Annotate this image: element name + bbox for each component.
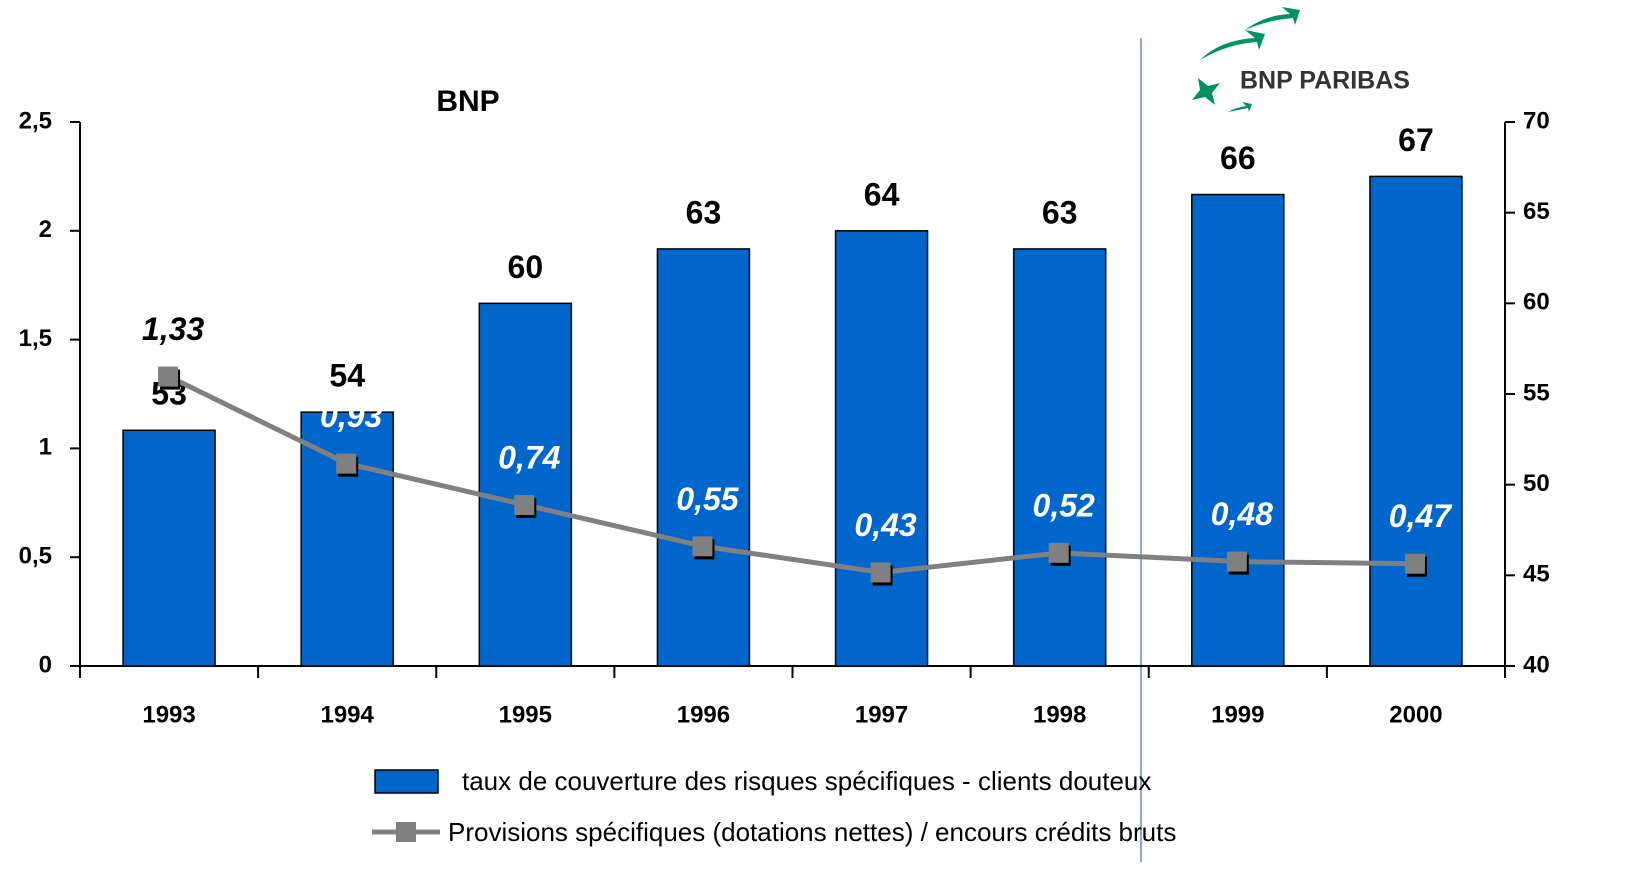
y-tick-label: 2,5 — [19, 107, 52, 134]
x-tick-label: 2000 — [1389, 701, 1442, 728]
bar-value-label: 60 — [508, 249, 544, 285]
x-tick-label: 1999 — [1211, 701, 1264, 728]
bar — [478, 302, 573, 667]
y2-tick-label: 50 — [1523, 470, 1550, 497]
x-tick-label: 1993 — [142, 701, 195, 728]
marker — [158, 366, 179, 387]
y-tick-label: 0 — [39, 651, 52, 678]
y-tick-label: 1,5 — [19, 325, 52, 352]
marker — [870, 562, 891, 583]
bar-value-label: 64 — [864, 176, 900, 212]
line-value-label: 1,33 — [142, 311, 204, 347]
logo-star — [1228, 102, 1252, 112]
bar-value-label: 63 — [1042, 194, 1078, 230]
line-value-label: 0,43 — [854, 507, 916, 543]
legend-label: taux de couverture des risques spécifiqu… — [462, 766, 1151, 796]
bar — [122, 429, 216, 667]
logo-star — [1192, 78, 1220, 105]
bar — [834, 230, 929, 667]
line — [167, 374, 1416, 575]
x-tick-label: 1995 — [499, 701, 552, 728]
logo: BNP PARIBAS — [1192, 7, 1410, 112]
bar-value-label: 54 — [329, 358, 365, 394]
marker — [1048, 542, 1069, 563]
bar — [1012, 248, 1107, 667]
x-tick-label: 1994 — [320, 701, 374, 728]
y2-tick-label: 40 — [1523, 651, 1550, 678]
bar-value-label: 66 — [1220, 140, 1256, 176]
x-tick-label: 1998 — [1033, 701, 1086, 728]
bar-value-label: 67 — [1398, 122, 1434, 158]
y-tick-label: 2 — [39, 216, 52, 243]
y2-tick-label: 70 — [1523, 107, 1550, 134]
bar — [1369, 175, 1463, 667]
line-value-label: 0,52 — [1033, 487, 1095, 523]
logo-star — [1245, 7, 1300, 30]
bar-value-label: 63 — [686, 194, 722, 230]
x-tick-label: 1997 — [855, 701, 908, 728]
legend-label: Provisions spécifiques (dotations nettes… — [448, 817, 1176, 847]
y2-tick-label: 60 — [1523, 289, 1550, 316]
line-value-label: 0,55 — [676, 481, 739, 517]
logo-star — [1200, 30, 1265, 60]
marker — [692, 536, 713, 557]
y-tick-label: 0,5 — [19, 543, 52, 570]
marker — [1404, 553, 1425, 574]
y-tick-label: 1 — [39, 434, 52, 461]
line-value-label: 0,74 — [498, 439, 560, 475]
y2-tick-label: 45 — [1523, 561, 1550, 588]
line-value-label: 0,93 — [320, 398, 382, 434]
line-value-label: 0,48 — [1211, 496, 1273, 532]
marker — [514, 494, 535, 515]
legend-marker — [396, 822, 416, 842]
line-value-label: 0,47 — [1389, 498, 1453, 534]
bar — [1191, 193, 1285, 667]
x-tick-label: 1996 — [677, 701, 730, 728]
logo-text: BNP PARIBAS — [1240, 67, 1410, 95]
chart-title: BNP — [436, 85, 499, 118]
legend-swatch — [374, 769, 439, 794]
bar — [656, 248, 751, 667]
y2-tick-label: 65 — [1523, 198, 1550, 225]
marker — [1226, 551, 1247, 572]
marker — [336, 453, 357, 474]
y2-tick-label: 55 — [1523, 379, 1550, 406]
